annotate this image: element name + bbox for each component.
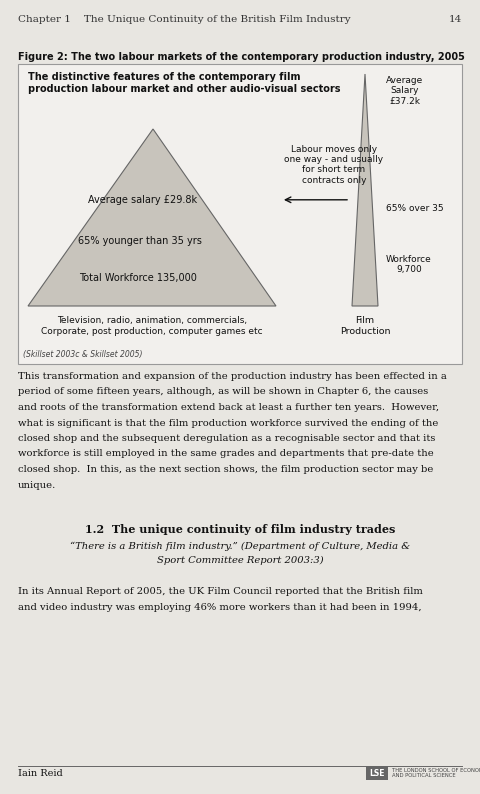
Text: This transformation and expansion of the production industry has been effected i: This transformation and expansion of the… <box>18 372 447 381</box>
Text: “There is a British film industry.” (Department of Culture, Media &: “There is a British film industry.” (Dep… <box>70 542 410 551</box>
Text: and roots of the transformation extend back at least a further ten years.  Howev: and roots of the transformation extend b… <box>18 403 439 412</box>
Text: closed shop and the subsequent deregulation as a recognisable sector and that it: closed shop and the subsequent deregulat… <box>18 434 435 443</box>
Text: closed shop.  In this, as the next section shows, the film production sector may: closed shop. In this, as the next sectio… <box>18 465 433 474</box>
Text: and video industry was employing 46% more workers than it had been in 1994,: and video industry was employing 46% mor… <box>18 603 421 611</box>
Text: Average salary £29.8k: Average salary £29.8k <box>88 195 198 205</box>
Text: period of some fifteen years, although, as will be shown in Chapter 6, the cause: period of some fifteen years, although, … <box>18 387 428 396</box>
Text: In its Annual Report of 2005, the UK Film Council reported that the British film: In its Annual Report of 2005, the UK Fil… <box>18 587 423 596</box>
Text: THE LONDON SCHOOL OF ECONOMICS
AND POLITICAL SCIENCE: THE LONDON SCHOOL OF ECONOMICS AND POLIT… <box>392 768 480 778</box>
Text: 1.2  The unique continuity of film industry trades: 1.2 The unique continuity of film indust… <box>85 524 395 535</box>
Text: Film
Production: Film Production <box>340 316 390 336</box>
Text: unique.: unique. <box>18 480 56 489</box>
FancyBboxPatch shape <box>366 766 388 780</box>
Text: Iain Reid: Iain Reid <box>18 769 63 778</box>
Text: Labour moves only
one way - and usually
for short term
contracts only: Labour moves only one way - and usually … <box>285 145 384 185</box>
Text: workforce is still employed in the same grades and departments that pre-date the: workforce is still employed in the same … <box>18 449 434 458</box>
Text: Chapter 1    The Unique Continuity of the British Film Industry: Chapter 1 The Unique Continuity of the B… <box>18 15 350 24</box>
Text: Television, radio, animation, commercials,
Corporate, post production, computer : Television, radio, animation, commercial… <box>41 316 263 336</box>
Text: 65% younger than 35 yrs: 65% younger than 35 yrs <box>78 236 202 245</box>
Text: Total Workforce 135,000: Total Workforce 135,000 <box>79 272 197 283</box>
Text: (Skillset 2003c & Skillset 2005): (Skillset 2003c & Skillset 2005) <box>23 350 143 359</box>
Polygon shape <box>28 129 276 306</box>
Text: LSE: LSE <box>369 769 385 777</box>
Text: Sport Committee Report 2003:3): Sport Committee Report 2003:3) <box>156 556 324 565</box>
Text: Average
Salary
£37.2k: Average Salary £37.2k <box>386 76 423 106</box>
Text: Workforce
9,700: Workforce 9,700 <box>386 255 432 274</box>
Polygon shape <box>352 74 378 306</box>
Text: 65% over 35: 65% over 35 <box>386 204 444 213</box>
Text: Figure 2: The two labour markets of the contemporary production industry, 2005: Figure 2: The two labour markets of the … <box>18 52 465 62</box>
FancyBboxPatch shape <box>18 64 462 364</box>
Text: what is significant is that the film production workforce survived the ending of: what is significant is that the film pro… <box>18 418 438 427</box>
Text: The distinctive features of the contemporary film
production labour market and o: The distinctive features of the contempo… <box>28 72 340 94</box>
Text: 14: 14 <box>449 15 462 24</box>
